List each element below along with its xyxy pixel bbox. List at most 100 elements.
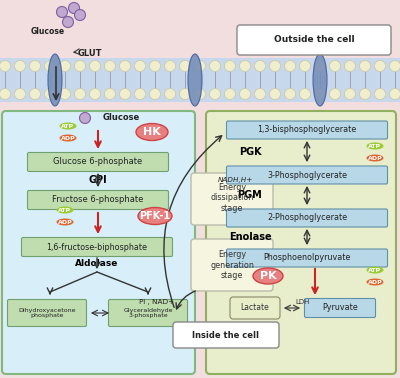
FancyBboxPatch shape xyxy=(226,166,388,184)
Circle shape xyxy=(284,88,296,99)
Text: Pi , NAD+: Pi , NAD+ xyxy=(139,299,174,305)
Circle shape xyxy=(74,88,86,99)
Circle shape xyxy=(330,60,340,71)
Circle shape xyxy=(56,6,68,17)
Circle shape xyxy=(14,88,26,99)
Text: ATP: ATP xyxy=(368,268,382,273)
Circle shape xyxy=(360,88,370,99)
Ellipse shape xyxy=(253,268,283,284)
Text: ADP: ADP xyxy=(58,220,72,225)
Circle shape xyxy=(164,88,176,99)
Text: Fructose 6-phosphate: Fructose 6-phosphate xyxy=(52,195,144,204)
Ellipse shape xyxy=(136,124,168,141)
Circle shape xyxy=(254,88,266,99)
Circle shape xyxy=(0,60,10,71)
Circle shape xyxy=(284,60,296,71)
Circle shape xyxy=(104,88,116,99)
Text: Phosphoenolpyruvate: Phosphoenolpyruvate xyxy=(263,254,351,262)
Text: Glucose: Glucose xyxy=(31,28,65,37)
Circle shape xyxy=(164,60,176,71)
Text: ADP: ADP xyxy=(368,155,382,161)
Text: GPI: GPI xyxy=(89,175,107,185)
Circle shape xyxy=(30,88,40,99)
Circle shape xyxy=(300,88,310,99)
FancyBboxPatch shape xyxy=(2,111,195,374)
FancyBboxPatch shape xyxy=(226,209,388,227)
Text: Enolase: Enolase xyxy=(229,232,271,242)
Circle shape xyxy=(210,60,220,71)
Circle shape xyxy=(74,60,86,71)
FancyBboxPatch shape xyxy=(28,152,168,172)
Circle shape xyxy=(62,17,74,28)
Ellipse shape xyxy=(60,135,76,141)
Circle shape xyxy=(180,88,190,99)
Text: Glucose 6-phosphate: Glucose 6-phosphate xyxy=(53,158,143,166)
Ellipse shape xyxy=(366,143,384,150)
Text: Energy
generation
stage: Energy generation stage xyxy=(210,250,254,280)
Circle shape xyxy=(330,88,340,99)
FancyBboxPatch shape xyxy=(8,299,86,327)
Text: Inside the cell: Inside the cell xyxy=(192,330,260,339)
Text: Glyceraldehyde
3-phosphate: Glyceraldehyde 3-phosphate xyxy=(123,308,173,318)
Circle shape xyxy=(120,60,130,71)
Circle shape xyxy=(240,88,250,99)
Ellipse shape xyxy=(56,218,74,226)
Ellipse shape xyxy=(48,54,62,106)
FancyBboxPatch shape xyxy=(304,299,376,318)
FancyBboxPatch shape xyxy=(28,191,168,209)
Text: GLUT: GLUT xyxy=(78,50,102,59)
Ellipse shape xyxy=(313,54,327,106)
FancyBboxPatch shape xyxy=(22,237,172,257)
Circle shape xyxy=(74,9,86,20)
Circle shape xyxy=(344,60,356,71)
Circle shape xyxy=(90,60,100,71)
Text: LDH: LDH xyxy=(296,299,310,305)
Text: Dihydroxyacetone
phosphate: Dihydroxyacetone phosphate xyxy=(18,308,76,318)
Circle shape xyxy=(194,60,206,71)
Circle shape xyxy=(224,60,236,71)
Bar xyxy=(0,58,400,102)
Text: ATP: ATP xyxy=(62,124,74,129)
Text: NADH,H+: NADH,H+ xyxy=(218,177,253,183)
Text: HK: HK xyxy=(143,127,161,137)
Text: 2-Phosphoglycerate: 2-Phosphoglycerate xyxy=(267,214,347,223)
Text: ATP: ATP xyxy=(368,144,382,149)
Circle shape xyxy=(254,60,266,71)
Circle shape xyxy=(104,60,116,71)
Circle shape xyxy=(120,88,130,99)
Circle shape xyxy=(270,88,280,99)
Ellipse shape xyxy=(60,122,76,130)
Text: PGK: PGK xyxy=(239,147,261,157)
Circle shape xyxy=(90,88,100,99)
Circle shape xyxy=(30,60,40,71)
Circle shape xyxy=(180,60,190,71)
Circle shape xyxy=(60,88,70,99)
Circle shape xyxy=(134,88,146,99)
Text: PFK-1: PFK-1 xyxy=(140,211,170,221)
Circle shape xyxy=(390,88,400,99)
Circle shape xyxy=(80,113,90,124)
Text: Lactate: Lactate xyxy=(241,304,269,313)
FancyBboxPatch shape xyxy=(226,121,388,139)
Circle shape xyxy=(44,60,56,71)
Circle shape xyxy=(150,60,160,71)
Text: PGM: PGM xyxy=(238,190,262,200)
Circle shape xyxy=(150,88,160,99)
Circle shape xyxy=(68,3,80,14)
Circle shape xyxy=(60,60,70,71)
FancyBboxPatch shape xyxy=(191,173,273,225)
Circle shape xyxy=(44,88,56,99)
FancyBboxPatch shape xyxy=(226,249,388,267)
FancyBboxPatch shape xyxy=(173,322,279,348)
FancyBboxPatch shape xyxy=(206,111,396,374)
Circle shape xyxy=(374,60,386,71)
Circle shape xyxy=(344,88,356,99)
FancyBboxPatch shape xyxy=(108,299,188,327)
Text: Energy
dissipation
stage: Energy dissipation stage xyxy=(210,183,254,213)
Text: ADP: ADP xyxy=(368,279,382,285)
Circle shape xyxy=(390,60,400,71)
Text: Aldolase: Aldolase xyxy=(75,260,119,268)
Text: ATP: ATP xyxy=(58,208,72,212)
Circle shape xyxy=(314,60,326,71)
Circle shape xyxy=(270,60,280,71)
